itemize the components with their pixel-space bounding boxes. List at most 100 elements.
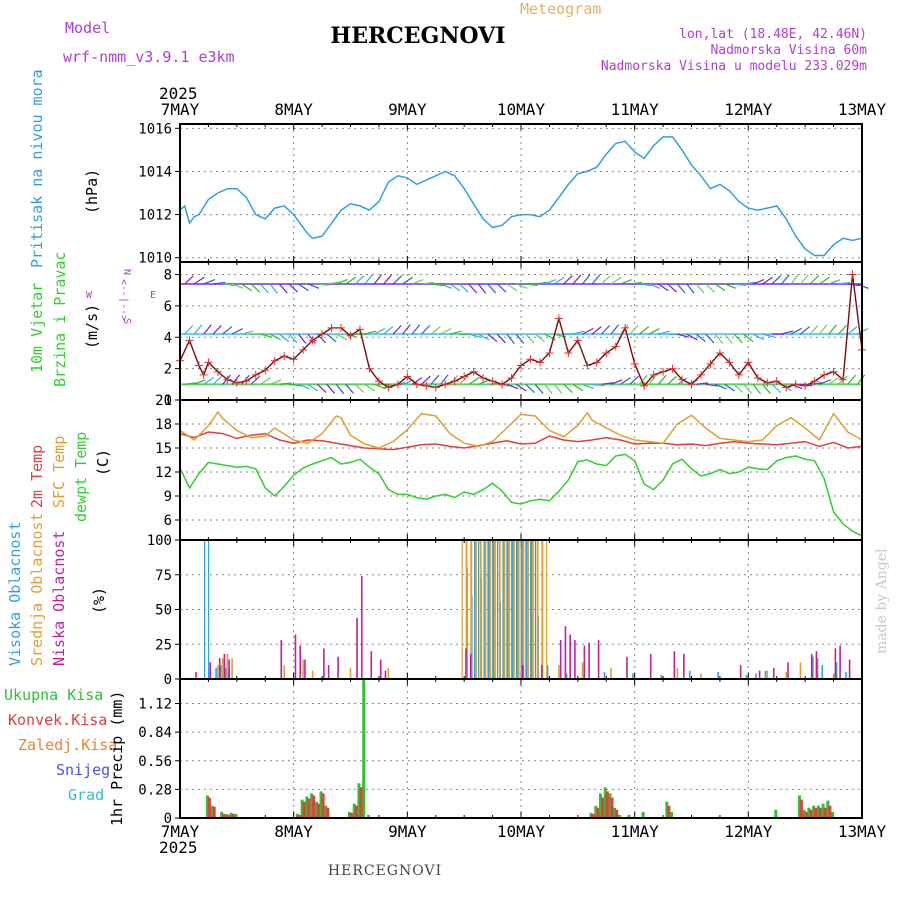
cloud-bar — [717, 672, 719, 679]
wind-speed-marker — [280, 352, 289, 361]
wind-barb — [724, 383, 735, 392]
wind-barb — [411, 279, 424, 285]
cloud-bar — [839, 645, 841, 679]
wind-barb — [203, 377, 214, 385]
cloud-bar — [649, 653, 652, 679]
date-label-top: 13MAY — [838, 100, 887, 119]
wind-barb — [250, 283, 261, 293]
panel-precip: 0 0.28 0.56 0.84 1.12 — [138, 678, 863, 827]
wind-barb — [269, 283, 278, 294]
wind-barb — [506, 383, 519, 390]
wind-barb — [515, 333, 525, 344]
cloud-bar — [304, 659, 306, 679]
wind-barb — [373, 383, 386, 390]
y-tick-label: 8 — [164, 268, 172, 284]
wind-barb — [184, 275, 194, 285]
precip-bar — [231, 813, 235, 818]
wind-barb — [629, 281, 642, 285]
wind-barb — [648, 374, 657, 385]
wind-barb — [639, 283, 652, 287]
wind-barb — [317, 283, 330, 287]
y-tick-label: 1010 — [138, 251, 172, 267]
wind-barb — [762, 383, 771, 394]
cloud-bar — [195, 672, 197, 679]
precip-bar — [324, 805, 328, 818]
compass-label: S — [121, 318, 132, 324]
wind-speed-marker — [374, 377, 383, 386]
wind-barb — [449, 330, 462, 335]
wind-barb — [743, 383, 752, 394]
wind-barb — [809, 324, 819, 335]
wind-barb — [695, 283, 705, 294]
wind-barb — [468, 283, 478, 294]
wind-barb — [752, 278, 765, 285]
precip-bar — [627, 814, 631, 818]
date-label-top: 10MAY — [497, 100, 546, 119]
wind-barb — [762, 333, 775, 338]
wind-ylabel-2: Brzina i Pravac — [51, 252, 69, 387]
cloud-bar — [540, 665, 543, 679]
wind-barb — [496, 333, 506, 344]
precip-bar — [812, 805, 816, 818]
cloud-unit: (%) — [90, 587, 108, 614]
wind-barb — [421, 281, 434, 285]
precip-bar — [774, 809, 778, 818]
date-label-bottom: 9MAY — [388, 822, 427, 841]
cloud-bar — [542, 539, 548, 680]
cloud-bar — [832, 673, 835, 679]
wind-barb — [799, 274, 809, 285]
wind-barb — [392, 324, 402, 335]
wind-barb — [743, 333, 754, 343]
precip-bar — [797, 795, 801, 818]
cloud-bar — [323, 648, 325, 679]
wind-barb — [336, 278, 348, 285]
wind-barb — [677, 333, 690, 338]
wind-barb — [297, 333, 307, 344]
wind-barb — [345, 276, 357, 285]
wind-barb — [544, 278, 557, 285]
wind-barb — [231, 283, 244, 289]
cloud-bar — [766, 670, 769, 679]
y-tick-label: 1012 — [138, 208, 172, 224]
cloud-bar — [311, 670, 314, 679]
precip-bar — [297, 814, 301, 818]
wind-speed-marker — [384, 383, 393, 392]
precip-bar — [310, 793, 314, 818]
precip-bar — [667, 805, 671, 818]
compass-label: W — [86, 290, 93, 301]
panel-temperature: 6 9 12 15 18 21 — [155, 393, 863, 541]
wind-barb — [610, 324, 619, 335]
cloud-bar — [522, 665, 524, 679]
cloud-bar — [218, 658, 221, 679]
wind-speed-marker — [810, 377, 819, 386]
precip-bar — [210, 805, 214, 818]
cloud-bar — [834, 648, 837, 679]
cloud-bar — [546, 665, 549, 679]
panel-frame — [179, 123, 863, 263]
cloud-high-ylabel: Visoka Oblacnost — [6, 522, 24, 667]
wind-barb — [686, 333, 698, 341]
wind-barb — [638, 374, 648, 385]
precip-bar — [305, 796, 309, 818]
wind-barb — [430, 326, 441, 335]
cloud-bar — [848, 659, 851, 679]
series-line-2m-temp — [179, 431, 863, 451]
panel-frame — [179, 399, 863, 541]
precip-bar — [350, 812, 353, 818]
wind-barb — [790, 327, 802, 335]
precip-bar — [665, 801, 669, 818]
wind-barb — [506, 283, 518, 292]
wind-speed-marker — [630, 359, 639, 368]
wind-speed-marker — [725, 358, 734, 367]
precip-bar — [603, 787, 607, 818]
compass-rose: N <--|-->S W E — [86, 269, 156, 324]
precip-bar — [229, 812, 233, 818]
cloud-bar — [224, 667, 227, 679]
cloud-bar — [221, 658, 224, 679]
wind-barb — [809, 275, 820, 285]
y-tick-label: 0.84 — [138, 725, 172, 741]
meteogram-label: Meteogram — [520, 0, 601, 18]
y-tick-label: 6 — [164, 513, 172, 529]
wind-barb — [818, 324, 828, 335]
precip-bar — [359, 787, 363, 818]
